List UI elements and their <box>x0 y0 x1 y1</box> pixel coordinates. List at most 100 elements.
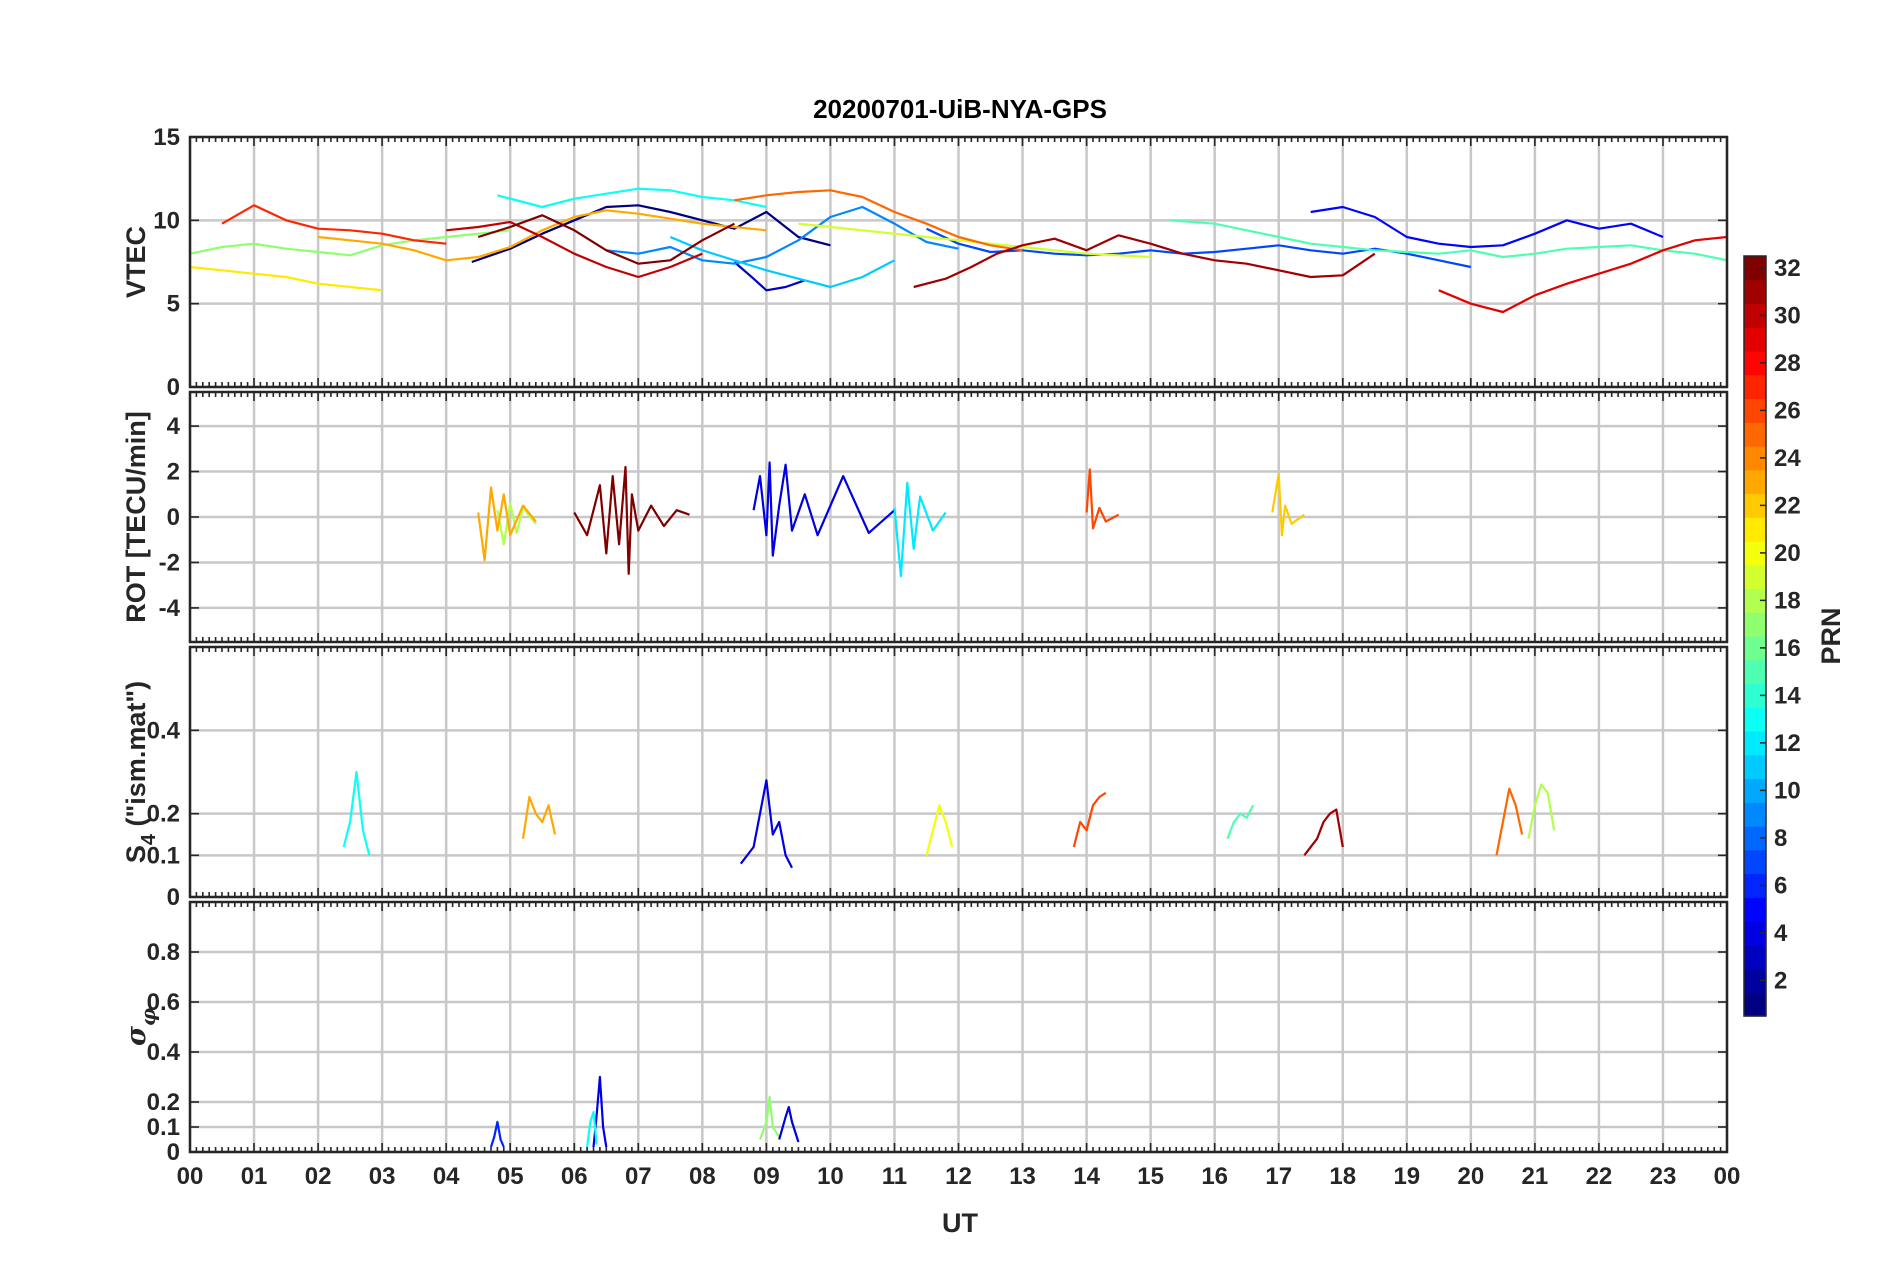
chart-title: 20200701-UiB-NYA-GPS <box>813 94 1107 124</box>
series-line-prn-20 <box>925 804 954 856</box>
colorbar-cell <box>1744 921 1766 946</box>
colorbar-cell <box>1744 968 1766 993</box>
y-tick-label: -2 <box>159 549 180 576</box>
colorbar-cell <box>1744 731 1766 756</box>
x-tick-label: 03 <box>369 1163 396 1190</box>
colorbar-tick-label: 2 <box>1774 967 1787 994</box>
series-line-prn-32 <box>573 465 690 575</box>
series-line-prn-11 <box>669 235 896 289</box>
series-group <box>477 461 1305 578</box>
colorbar-cell <box>1744 588 1766 613</box>
series-line-prn-22 <box>1271 472 1305 537</box>
y-tick-label: 0.6 <box>147 989 180 1016</box>
series-line-prn-17 <box>190 229 511 257</box>
y-tick-label: 4 <box>167 413 181 440</box>
series-line-prn-25 <box>734 189 1023 252</box>
colorbar-cell <box>1744 778 1766 803</box>
colorbar-cell <box>1744 826 1766 851</box>
y-axis-label: ROT [TECU/min] <box>121 411 151 622</box>
series-line-prn-4 <box>778 1105 800 1143</box>
colorbar-tick-label: 14 <box>1774 682 1801 709</box>
colorbar-cell <box>1744 754 1766 780</box>
colorbar-cell <box>1744 992 1766 1017</box>
series-line-prn-23 <box>477 486 537 562</box>
x-tick-marks <box>189 137 1728 387</box>
y-tick-label: 0 <box>167 504 180 531</box>
x-tick-label: 05 <box>497 1163 524 1190</box>
series-line-prn-5 <box>1310 205 1664 249</box>
series-group <box>342 770 1556 869</box>
colorbar-tick-label: 24 <box>1774 445 1801 472</box>
y-tick-label: 15 <box>153 124 180 151</box>
series-line-prn-13 <box>342 770 371 856</box>
colorbar-cell <box>1744 446 1766 471</box>
series-line-prn-9 <box>606 205 959 265</box>
y-tick-label: 0.2 <box>147 801 180 828</box>
series-line-prn-32 <box>477 214 735 265</box>
y-axis-label: S4 ("ism.mat") <box>121 681 160 863</box>
x-tick-label: 20 <box>1457 1163 1484 1190</box>
colorbar-cell <box>1744 374 1766 400</box>
x-tick-label: 23 <box>1650 1163 1677 1190</box>
y-axis-label: σφ <box>121 1008 160 1046</box>
x-tick-label: 00 <box>177 1163 204 1190</box>
panel-3: 0 0.1 0.2 0.4S4 ("ism.mat") <box>121 645 1729 911</box>
series-line-prn-25 <box>1495 787 1524 856</box>
colorbar-tick-label: 8 <box>1774 825 1787 852</box>
colorbar-cell <box>1744 517 1766 542</box>
series-line-prn-3 <box>733 261 806 292</box>
series-line-prn-17 <box>758 1095 781 1140</box>
x-tick-marks <box>189 902 1728 1152</box>
series-line-prn-18 <box>1527 783 1556 839</box>
colorbar-cell <box>1744 612 1766 637</box>
panel-4: 00.10.2 0.4 0.6 0.8 σφ <box>121 900 1729 1166</box>
x-tick-label: 18 <box>1329 1163 1356 1190</box>
colorbar-cell <box>1744 636 1766 661</box>
x-tick-label: 12 <box>945 1163 972 1190</box>
series-line-prn-4 <box>739 779 793 869</box>
x-tick-labels: 00 01 02 03 04 05 06 07 08 09 10 11 12 13 14 15 16 17 18 19… <box>177 1163 1741 1190</box>
colorbar-tick-label: 28 <box>1774 350 1801 377</box>
panel-2: -4 -2 0 2 4 ROT [TECU/min] <box>121 390 1729 644</box>
colorbar-cell <box>1744 398 1766 423</box>
x-tick-marks <box>189 647 1728 897</box>
x-tick-label: 01 <box>241 1163 268 1190</box>
series-line-prn-23 <box>317 209 767 262</box>
series-line-prn-27 <box>221 204 447 245</box>
x-tick-label: 07 <box>625 1163 652 1190</box>
colorbar-cell <box>1744 802 1766 827</box>
series-line-prn-4 <box>752 461 896 557</box>
colorbar-cell <box>1744 351 1766 376</box>
panel-1: 0 5 10 15 VTEC <box>121 124 1729 401</box>
series-line-prn-29 <box>1438 235 1727 314</box>
y-axis-label: VTEC <box>121 226 151 298</box>
y-tick-label: 0.4 <box>147 717 181 744</box>
x-tick-label: 22 <box>1586 1163 1613 1190</box>
colorbar-tick-label: 10 <box>1774 777 1801 804</box>
y-tick-label: 10 <box>153 207 180 234</box>
colorbar-cell <box>1744 279 1766 305</box>
y-tick-label: -4 <box>159 595 181 622</box>
series-group <box>489 1075 800 1148</box>
colorbar-cell <box>1744 659 1766 685</box>
x-tick-label: 16 <box>1201 1163 1228 1190</box>
colorbar-label: PRN <box>1816 607 1846 664</box>
y-tick-label: 0 <box>167 1139 180 1166</box>
colorbar-tick-label: 4 <box>1774 920 1788 947</box>
series-line-prn-12 <box>893 481 947 578</box>
colorbar-tick-label: 22 <box>1774 492 1801 519</box>
series-line-prn-31 <box>1303 808 1344 856</box>
x-tick-marks <box>189 392 1728 642</box>
x-tick-label: 19 <box>1393 1163 1420 1190</box>
y-tick-label: 0.2 <box>147 1089 180 1116</box>
colorbar-tick-label: 26 <box>1774 397 1801 424</box>
y-tick-label: 0.4 <box>147 1039 181 1066</box>
colorbar-cell <box>1744 944 1766 970</box>
x-tick-label: 06 <box>561 1163 588 1190</box>
colorbar-frame <box>1743 255 1767 1017</box>
series-line-prn-18 <box>496 502 537 546</box>
y-tick-label: 5 <box>167 291 180 318</box>
series-line-prn-26 <box>1072 791 1107 848</box>
colorbar-tick-label: 30 <box>1774 302 1801 329</box>
